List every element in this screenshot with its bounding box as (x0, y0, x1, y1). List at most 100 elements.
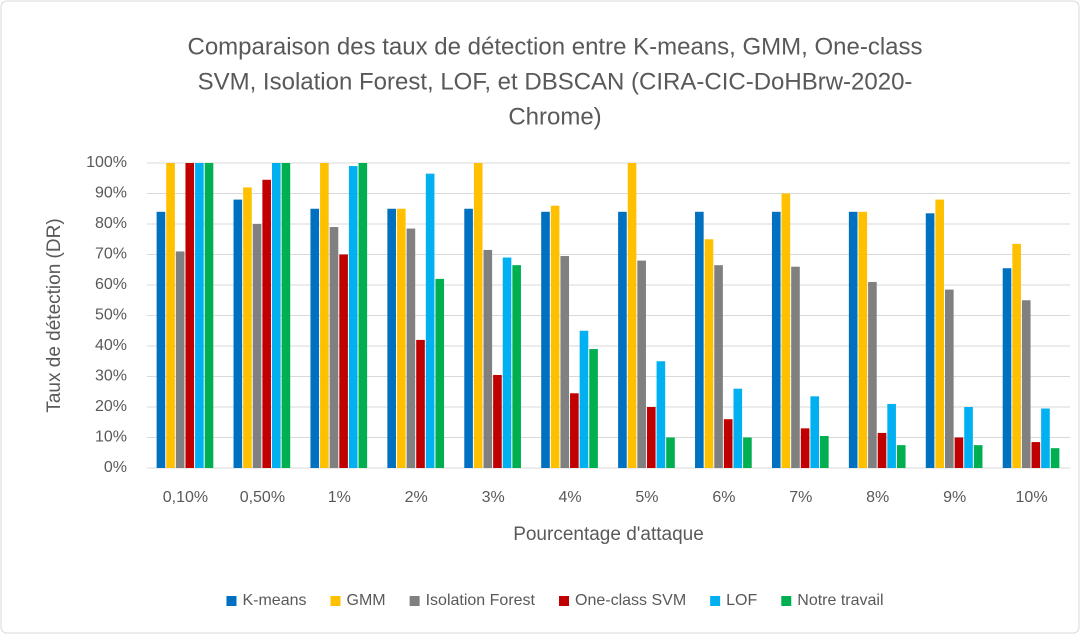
y-axis-label: Taux de détection (DR) (44, 218, 65, 412)
bar (964, 407, 973, 468)
bar (493, 374, 502, 468)
x-tick-label: 6% (712, 489, 735, 506)
chart-title: Chrome) (508, 103, 601, 130)
bar (271, 163, 281, 468)
bar (425, 173, 435, 469)
legend-label: LOF (726, 592, 757, 609)
bar (175, 251, 185, 468)
bar (541, 211, 550, 469)
bar (1041, 408, 1050, 468)
y-tick-label: 40% (95, 337, 127, 354)
bar (348, 166, 358, 469)
legend-label: Notre travail (797, 592, 883, 609)
bar (320, 163, 329, 468)
bar (396, 208, 406, 468)
legend-swatch (330, 596, 341, 606)
y-tick-label: 0% (104, 459, 127, 476)
bar (704, 239, 714, 468)
bar (262, 179, 271, 468)
bar (791, 266, 800, 468)
y-tick-label: 10% (95, 429, 127, 446)
bar (637, 260, 646, 468)
x-tick-label: 7% (789, 489, 812, 506)
bar (1021, 300, 1031, 468)
y-tick-label: 50% (95, 307, 127, 324)
bar (550, 205, 560, 468)
bar (156, 211, 166, 469)
bar (1012, 243, 1021, 468)
bar (733, 388, 743, 468)
bar (473, 163, 483, 468)
bar (858, 211, 868, 469)
bar (339, 254, 348, 468)
bar (252, 224, 262, 468)
bar (695, 211, 704, 469)
bar (281, 163, 291, 468)
bar (656, 361, 666, 468)
x-axis-label: Pourcentage d'attaque (513, 524, 704, 545)
bar (714, 265, 723, 468)
bar (589, 349, 598, 468)
bar (166, 163, 175, 468)
legend-label: GMM (347, 592, 386, 609)
y-tick-label: 60% (95, 276, 127, 293)
y-tick-label: 20% (95, 398, 127, 415)
bar (666, 437, 675, 468)
bar (579, 330, 589, 468)
bar (329, 227, 339, 468)
bar (973, 445, 983, 468)
bar (416, 339, 425, 468)
bar (406, 228, 416, 468)
bar (743, 437, 752, 468)
x-tick-label: 5% (635, 489, 658, 506)
legend-label: K-means (242, 592, 306, 609)
bar (358, 163, 368, 468)
bar (820, 435, 829, 468)
x-tick-label: 3% (482, 489, 505, 506)
bar (310, 208, 320, 468)
bar (877, 432, 887, 468)
bar (185, 163, 195, 468)
bar (512, 265, 521, 468)
x-tick-label: 9% (943, 489, 966, 506)
legend-swatch (226, 596, 237, 606)
bar (771, 211, 781, 469)
bar (810, 396, 820, 468)
bar (570, 393, 579, 468)
chart-title: Comparaison des taux de détection entre … (188, 33, 923, 60)
bar (646, 407, 656, 468)
legend-swatch (710, 596, 721, 606)
legend-swatch (409, 596, 420, 606)
y-tick-label: 30% (95, 368, 127, 385)
bar (1031, 442, 1041, 468)
bar (483, 249, 493, 468)
bar (800, 428, 810, 468)
legend-label: Isolation Forest (426, 592, 536, 609)
bar (781, 193, 791, 468)
bar (464, 208, 473, 468)
bar (954, 437, 964, 468)
bar (435, 278, 445, 468)
x-tick-label: 0,10% (163, 489, 208, 506)
bar (387, 208, 396, 468)
bar (896, 445, 906, 468)
y-tick-label: 70% (95, 246, 127, 263)
x-tick-label: 10% (1016, 489, 1048, 506)
y-tick-label: 80% (95, 215, 127, 232)
bar (925, 213, 935, 468)
legend-swatch (559, 596, 570, 606)
bar (502, 257, 512, 468)
bar (204, 163, 214, 468)
x-tick-label: 8% (866, 489, 889, 506)
chart-title: SVM, Isolation Forest, LOF, et DBSCAN (C… (198, 68, 913, 95)
bar (618, 211, 627, 469)
legend-swatch (781, 596, 792, 606)
bar (723, 419, 733, 468)
bar (243, 187, 252, 468)
bar (233, 199, 243, 468)
x-tick-label: 0,50% (240, 489, 285, 506)
bar (1002, 268, 1012, 468)
bar (868, 281, 877, 468)
